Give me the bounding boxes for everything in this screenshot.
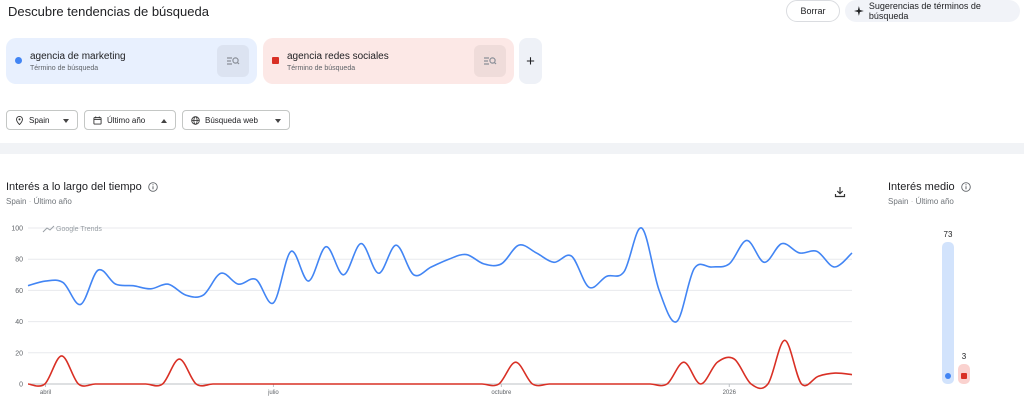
interest-over-time-title-text: Interés a lo largo del tiempo [6, 181, 142, 193]
trend-icon [42, 225, 55, 233]
y-tick-label: 0 [19, 382, 23, 389]
region-filter-label: Spain [29, 115, 50, 125]
subtitle-region: Spain [6, 197, 27, 206]
globe-icon [191, 115, 200, 125]
subtitle-period: Último año [33, 197, 72, 206]
watermark-label: Google Trends [56, 226, 102, 233]
term-card-2[interactable]: agencia redes sociales Término de búsque… [263, 38, 514, 84]
x-tick-label: 2026 [723, 390, 737, 396]
sparkle-icon [854, 6, 864, 16]
interest-over-time-subtitle: Spain · Último año [6, 197, 72, 206]
calendar-icon [93, 115, 102, 125]
average-bar [942, 242, 954, 384]
term-sublabel: Término de búsqueda [30, 65, 99, 72]
search-type-filter[interactable]: Búsqueda web [182, 110, 290, 130]
chevron-down-icon [275, 119, 281, 123]
average-interest-title: Interés medio [888, 181, 971, 193]
region-filter[interactable]: Spain [6, 110, 78, 130]
subtitle-region: Spain [888, 197, 909, 206]
interest-over-time-title: Interés a lo largo del tiempo [6, 181, 158, 193]
y-tick-label: 20 [15, 350, 23, 357]
period-filter[interactable]: Último año [84, 110, 176, 130]
info-icon[interactable] [147, 182, 158, 192]
subtitle-period: Último año [915, 197, 954, 206]
x-tick-label: abril [40, 390, 51, 396]
suggestions-label: Sugerencias de términos de búsqueda [868, 1, 981, 21]
series-marker [945, 373, 951, 379]
info-icon[interactable] [960, 182, 971, 192]
series-marker [961, 373, 967, 379]
y-tick-label: 80 [15, 257, 23, 264]
average-value-label: 3 [962, 352, 967, 361]
section-divider [0, 143, 1024, 154]
average-interest-chart: 73 3 [942, 230, 970, 384]
series-line [27, 339, 853, 390]
location-pin-icon [16, 115, 23, 125]
clear-button[interactable]: Borrar [786, 0, 840, 22]
y-tick-label: 100 [11, 226, 23, 233]
average-value-label: 73 [944, 230, 953, 239]
term-color-dot [15, 57, 22, 64]
search-term-icon[interactable] [217, 45, 249, 77]
term-card-1[interactable]: agencia de marketing Término de búsqueda [6, 38, 257, 84]
period-filter-label: Último año [107, 115, 146, 125]
interest-over-time-chart[interactable]: 0 20 40 60 80 100 Google Trends abril julio octub… [0, 220, 860, 402]
suggestions-button[interactable]: Sugerencias de términos de búsqueda [845, 0, 1020, 22]
x-tick-label: octubre [491, 390, 512, 396]
y-tick-label: 60 [15, 288, 23, 295]
term-color-square [272, 57, 279, 64]
series-line [27, 227, 853, 323]
average-interest-title-text: Interés medio [888, 181, 955, 193]
download-icon[interactable] [834, 186, 846, 198]
subtitle-separator: · [28, 197, 32, 206]
term-label: agencia de marketing [30, 51, 126, 62]
add-term-button[interactable]: + [519, 38, 542, 84]
page-title: Descubre tendencias de búsqueda [8, 4, 209, 19]
subtitle-separator: · [910, 197, 914, 206]
chevron-up-icon [161, 119, 167, 123]
chevron-down-icon [63, 119, 69, 123]
y-tick-label: 40 [15, 319, 23, 326]
search-term-icon[interactable] [474, 45, 506, 77]
search-type-filter-label: Búsqueda web [205, 115, 258, 125]
x-tick-label: julio [267, 390, 279, 396]
term-label: agencia redes sociales [287, 51, 389, 62]
term-sublabel: Término de búsqueda [287, 65, 356, 72]
average-interest-subtitle: Spain · Último año [888, 197, 954, 206]
